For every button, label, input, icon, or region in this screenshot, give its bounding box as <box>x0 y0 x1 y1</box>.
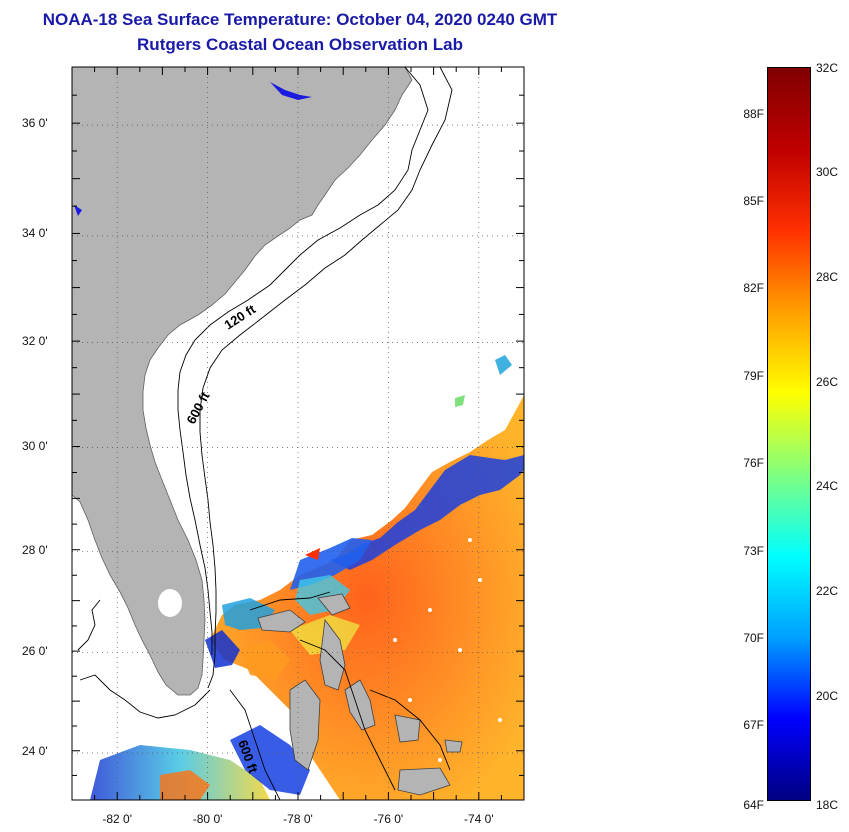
lake-okeechobee <box>158 589 182 617</box>
lat-tick-label: 32 0' <box>22 334 48 349</box>
temperature-colorbar <box>767 67 811 801</box>
map-grid <box>72 67 524 800</box>
lon-tick-label: -74 0' <box>463 812 494 826</box>
colorbar-celsius-label: 24C <box>816 479 839 494</box>
colorbar-fahrenheit-label: 79F <box>743 368 764 383</box>
lon-tick-label: -78 0' <box>283 812 313 826</box>
colorbar-fahrenheit-label: 73F <box>743 543 764 558</box>
lat-tick-label: 24 0' <box>22 743 48 758</box>
colorbar-fahrenheit-label: 85F <box>743 193 764 208</box>
bathymetry-contours <box>77 67 453 800</box>
colorbar-fahrenheit-label: 82F <box>743 281 764 296</box>
lon-tick-label: -76 0' <box>373 812 404 826</box>
colorbar-fahrenheit-label: 67F <box>743 718 764 733</box>
lon-tick-label: -82 0' <box>102 812 133 826</box>
lat-tick-label: 34 0' <box>22 226 48 241</box>
pamlico-sound <box>270 82 312 100</box>
colorbar-celsius-label: 22C <box>816 584 839 599</box>
map-subtitle: Rutgers Coastal Ocean Observation Lab <box>137 35 463 54</box>
lat-tick-label: 36 0' <box>22 116 48 131</box>
land-mainland <box>72 67 413 696</box>
lat-tick-label: 26 0' <box>22 644 48 659</box>
lon-tick-label: -80 0' <box>192 812 223 826</box>
colorbar-celsius-label: 20C <box>816 689 839 704</box>
colorbar-celsius-label: 26C <box>816 374 839 389</box>
land-bahamas <box>257 609 306 633</box>
colorbar-fahrenheit-label: 70F <box>743 630 764 645</box>
lat-tick-label: 30 0' <box>22 439 48 454</box>
colorbar-celsius-label: 32C <box>816 61 839 75</box>
colorbar-celsius-label: 18C <box>816 798 839 812</box>
colorbar-celsius-label: 30C <box>816 164 839 179</box>
colorbar-fahrenheit-label: 76F <box>743 456 764 471</box>
colorbar-celsius-label: 28C <box>816 269 839 284</box>
axis-ticks <box>71 66 525 801</box>
map-title: NOAA-18 Sea Surface Temperature: October… <box>42 10 558 29</box>
colorbar-fahrenheit-label: 88F <box>743 106 764 121</box>
lat-tick-label: 28 0' <box>22 542 48 557</box>
colorbar-fahrenheit-label: 64F <box>743 798 764 812</box>
